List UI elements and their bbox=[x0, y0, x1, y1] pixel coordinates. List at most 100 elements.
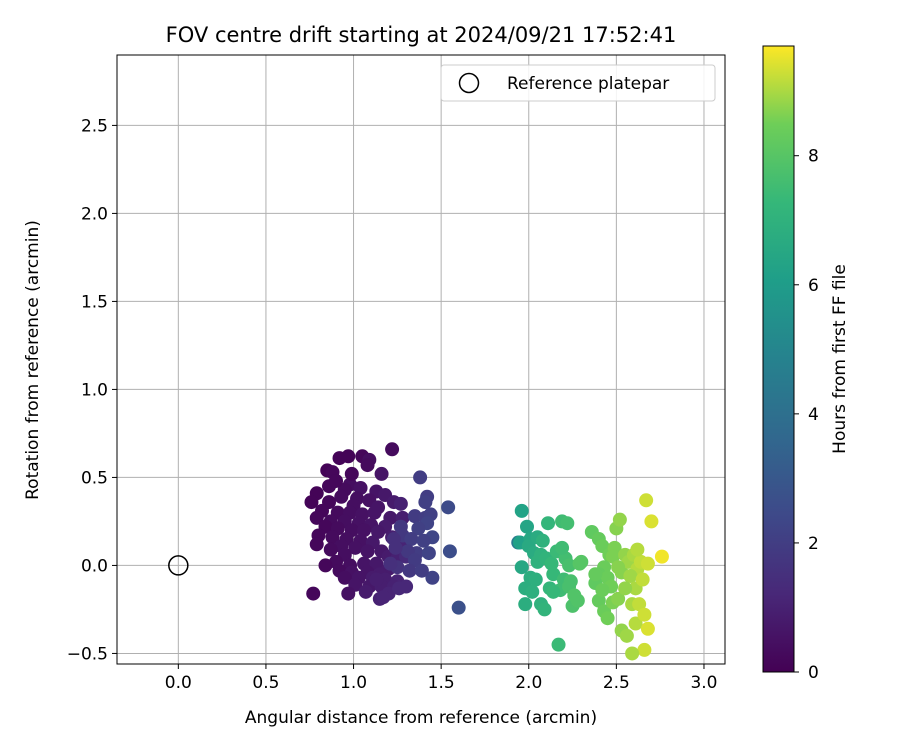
data-point bbox=[385, 442, 400, 457]
data-point bbox=[632, 597, 647, 612]
data-point bbox=[640, 556, 655, 571]
data-point bbox=[418, 495, 433, 510]
data-point bbox=[393, 496, 408, 511]
data-point bbox=[567, 588, 582, 603]
data-point bbox=[411, 521, 426, 536]
data-point bbox=[309, 510, 324, 525]
data-point bbox=[425, 570, 440, 585]
data-point bbox=[383, 556, 398, 571]
data-point bbox=[628, 616, 643, 631]
data-point bbox=[376, 590, 391, 605]
data-point bbox=[595, 583, 610, 598]
data-point bbox=[514, 503, 529, 518]
x-tick-label: 2.0 bbox=[515, 673, 542, 693]
y-tick-label: 0.0 bbox=[81, 556, 108, 576]
data-point bbox=[611, 591, 626, 606]
data-point bbox=[528, 572, 543, 587]
data-point bbox=[402, 563, 417, 578]
data-point bbox=[574, 554, 589, 569]
y-axis-label: Rotation from reference (arcmin) bbox=[23, 220, 43, 500]
data-point bbox=[637, 642, 652, 657]
colorbar: 0 2 4 6 8 Hours from first FF file bbox=[762, 45, 850, 683]
y-tick-label: 1.0 bbox=[81, 380, 108, 400]
data-point bbox=[329, 473, 344, 488]
data-point bbox=[318, 558, 333, 573]
data-point bbox=[367, 505, 382, 520]
data-point bbox=[332, 451, 347, 466]
data-point bbox=[369, 572, 384, 587]
data-point bbox=[546, 584, 561, 599]
data-point bbox=[525, 584, 540, 599]
data-point bbox=[625, 646, 640, 661]
data-point bbox=[644, 514, 659, 529]
data-point bbox=[611, 560, 626, 575]
data-point bbox=[537, 602, 552, 617]
data-point bbox=[555, 540, 570, 555]
y-tick-label: 2.0 bbox=[81, 204, 108, 224]
x-tick-label: 1.5 bbox=[428, 673, 455, 693]
x-tick-label: 0.0 bbox=[165, 673, 192, 693]
data-point bbox=[630, 542, 645, 557]
data-point bbox=[618, 581, 633, 596]
data-point bbox=[407, 509, 422, 524]
data-point bbox=[544, 556, 559, 571]
data-point bbox=[334, 489, 349, 504]
colorbar-tick-label: 8 bbox=[808, 147, 819, 167]
data-point bbox=[348, 540, 363, 555]
data-point bbox=[344, 466, 359, 481]
data-point bbox=[514, 560, 529, 575]
data-point bbox=[416, 533, 431, 548]
data-point bbox=[369, 556, 384, 571]
data-point bbox=[518, 597, 533, 612]
legend-entry-label: Reference platepar bbox=[507, 74, 669, 94]
data-point bbox=[407, 553, 422, 568]
colorbar-tick-label: 2 bbox=[808, 534, 819, 554]
x-tick-label: 1.0 bbox=[340, 673, 367, 693]
legend-box bbox=[440, 64, 716, 102]
chart-title: FOV centre drift starting at 2024/09/21 … bbox=[166, 23, 677, 47]
y-tick-label: 0.5 bbox=[81, 468, 108, 488]
data-point bbox=[637, 607, 652, 622]
reference-platepar-marker bbox=[168, 555, 189, 576]
data-point bbox=[357, 523, 372, 538]
data-point bbox=[421, 546, 436, 561]
data-point bbox=[654, 549, 669, 564]
data-point bbox=[591, 593, 606, 608]
x-axis-ticks: 0.0 0.5 1.0 1.5 2.0 2.5 3.0 bbox=[165, 664, 717, 693]
data-point bbox=[337, 570, 352, 585]
data-point bbox=[541, 516, 556, 531]
y-axis-ticks: −0.5 0.0 0.5 1.0 1.5 2.0 2.5 bbox=[67, 116, 117, 664]
data-point bbox=[640, 621, 655, 636]
data-point bbox=[360, 544, 375, 559]
data-point bbox=[612, 512, 627, 527]
colorbar-label: Hours from first FF file bbox=[830, 264, 850, 454]
data-point bbox=[323, 542, 338, 557]
data-point bbox=[404, 532, 419, 547]
data-point bbox=[635, 572, 650, 587]
grid-lines bbox=[117, 55, 725, 664]
colorbar-ticks: 0 2 4 6 8 bbox=[794, 147, 819, 683]
data-point bbox=[562, 558, 577, 573]
data-point bbox=[306, 586, 321, 601]
data-point bbox=[588, 567, 603, 582]
legend: Reference platepar bbox=[440, 64, 716, 102]
data-point bbox=[414, 563, 429, 578]
data-point bbox=[441, 500, 456, 515]
data-point bbox=[371, 524, 386, 539]
data-point bbox=[392, 581, 407, 596]
data-point bbox=[520, 519, 535, 534]
data-point bbox=[605, 549, 620, 564]
data-point bbox=[374, 466, 389, 481]
data-point bbox=[623, 568, 638, 583]
x-tick-label: 0.5 bbox=[252, 673, 279, 693]
data-point bbox=[535, 533, 550, 548]
data-point bbox=[639, 493, 654, 508]
data-point bbox=[560, 516, 575, 531]
colorbar-tick-label: 4 bbox=[808, 405, 819, 425]
data-point bbox=[451, 600, 466, 615]
data-point bbox=[413, 470, 428, 485]
data-point bbox=[551, 637, 566, 652]
reference-marker-layer bbox=[168, 555, 189, 576]
